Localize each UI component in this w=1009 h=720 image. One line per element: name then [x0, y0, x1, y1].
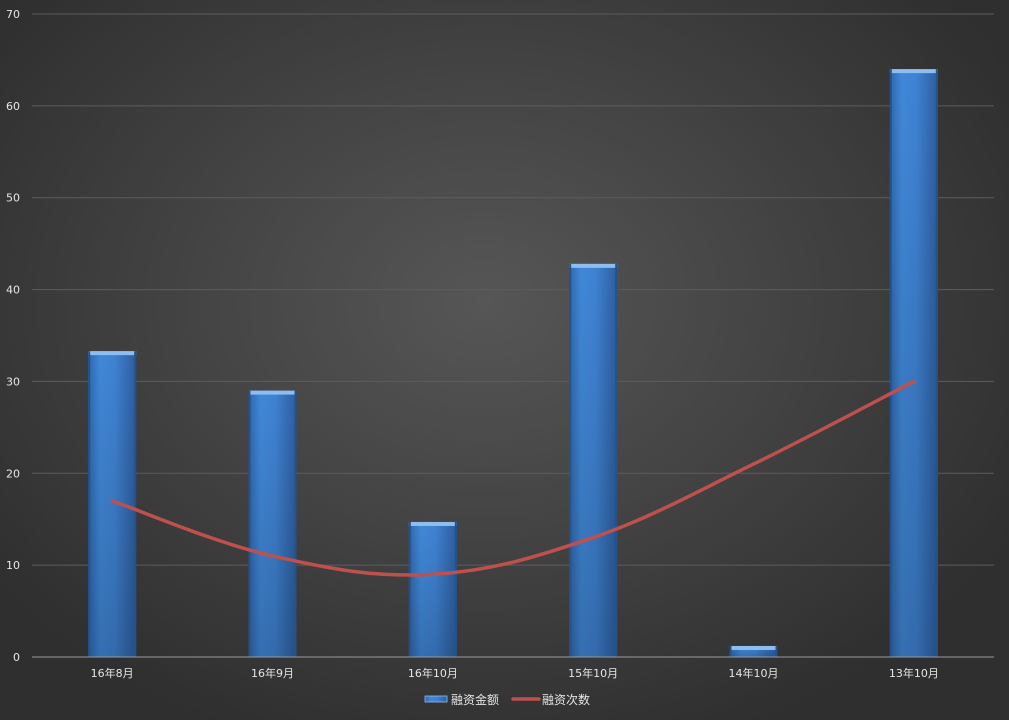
x-tick-label: 16年10月 [408, 666, 458, 680]
bar-top-bevel [88, 351, 137, 356]
bar-right-edge [454, 521, 457, 657]
bar-left-edge [569, 263, 572, 657]
y-tick-label: 70 [6, 8, 20, 21]
bar-6 [889, 69, 938, 658]
bar-right-edge [134, 351, 137, 657]
bar-left-edge [248, 390, 251, 657]
legend-item-bar: 融资金额 [424, 692, 499, 707]
bar-shade [889, 69, 938, 658]
bar-shade [569, 263, 618, 657]
y-tick-label: 10 [6, 559, 20, 572]
y-tick-label: 30 [6, 375, 20, 388]
y-tick-label: 40 [6, 284, 20, 297]
bar-right-edge [775, 645, 778, 657]
x-tick-label: 15年10月 [568, 666, 618, 680]
bar-5 [729, 645, 778, 657]
bar-3 [408, 521, 457, 657]
x-tick-label: 16年8月 [91, 666, 134, 680]
y-axis-tick-labels: 0 10 20 30 40 50 60 70 [6, 8, 20, 664]
bar-left-edge [88, 351, 91, 657]
bar-right-edge [615, 263, 618, 657]
y-tick-label: 60 [6, 100, 20, 113]
y-tick-label: 0 [13, 651, 20, 664]
bar-series [88, 69, 938, 658]
bar-top-bevel [889, 69, 938, 74]
gridlines [32, 13, 994, 566]
x-tick-label: 14年10月 [729, 666, 779, 680]
bar-top-bevel [729, 645, 778, 650]
bar-left-edge [889, 69, 892, 658]
legend-item-line: 融资次数 [511, 692, 590, 707]
bar-left-edge [408, 521, 411, 657]
bar-shade [408, 521, 457, 657]
bar-shade [88, 351, 137, 657]
bar-right-edge [935, 69, 938, 658]
x-axis-tick-labels: 16年8月 16年9月 16年10月 15年10月 14年10月 13年10月 [91, 666, 939, 680]
bar-4 [569, 263, 618, 657]
legend-label-bar: 融资金额 [451, 692, 499, 707]
bar-right-edge [294, 390, 297, 657]
line-series [110, 379, 916, 577]
y-tick-label: 20 [6, 467, 20, 480]
bar-top-bevel [248, 390, 297, 395]
bar-1 [88, 351, 137, 657]
x-tick-label: 13年10月 [889, 666, 939, 680]
legend-bar-swatch [424, 695, 448, 703]
bar-top-bevel [569, 263, 618, 268]
line-series-path [110, 379, 916, 577]
y-tick-label: 50 [6, 192, 20, 205]
legend: 融资金额 融资次数 [424, 692, 590, 707]
bar-left-edge [729, 645, 732, 657]
bar-2 [248, 390, 297, 657]
legend-label-line: 融资次数 [542, 692, 590, 707]
bar-shade [729, 645, 778, 657]
bar-shade [248, 390, 297, 657]
x-tick-label: 16年9月 [251, 666, 294, 680]
bar-top-bevel [408, 521, 457, 526]
